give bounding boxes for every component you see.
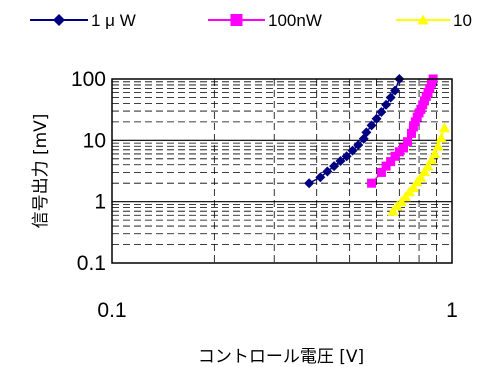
data-point [381,161,391,171]
data-point [416,104,426,114]
data-point [335,156,346,167]
data-point [347,145,358,156]
x-tick-label: 1 [446,299,458,322]
data-point [429,147,441,158]
plot-frame [111,78,453,264]
data-point [361,127,372,138]
data-point [415,171,427,182]
data-point [400,191,412,202]
data-point [381,99,392,110]
data-point [376,167,386,177]
data-point [432,140,444,151]
x-tick-labels: 0.1 1 [97,299,457,322]
data-point [341,151,352,162]
y-tick-label: 100 [71,68,106,91]
y-tick-label: 10 [83,129,106,152]
legend-marker [53,14,65,26]
data-point [406,128,416,138]
data-point [367,178,377,188]
data-point [422,160,434,171]
legend-marker [417,14,429,25]
plot-area [111,74,453,264]
legend-item-2: 100nW [208,11,322,30]
data-point [329,161,340,172]
legend-marker [230,14,243,26]
data-point [398,143,408,153]
plot-background [112,79,452,263]
data-point [315,172,326,183]
legend-label: 1 μ W [91,11,136,30]
data-point [353,139,364,150]
data-point [410,117,420,127]
y-tick-label: 0.1 [77,252,106,275]
data-point [366,120,377,131]
data-point [386,157,396,167]
data-point [304,178,315,189]
data-point [322,166,333,177]
data-point [376,106,387,117]
y-tick-labels: 0.1 1 10 100 [71,68,106,275]
legend-item-1: 1 μ W [30,11,136,30]
data-point [385,92,396,103]
data-point [387,205,399,216]
data-point [371,113,382,124]
legend-label: 100nW [268,11,322,30]
data-point [403,137,413,147]
legend: 1 μ W 100nW 10 [30,11,472,30]
x-axis-label: コントロール電圧 [V] [198,347,364,367]
series-1 [304,74,405,189]
x-tick-label: 0.1 [97,299,126,322]
data-point [438,122,450,133]
y-tick-label: 1 [94,191,106,214]
data-point [435,132,447,143]
grid [112,79,452,263]
data-point [408,122,418,132]
legend-item-3: 10 [396,11,472,30]
data-point [425,154,437,165]
data-point [390,85,401,96]
series-3 [387,122,450,216]
legend-label: 10 [453,11,472,30]
data-point [407,182,419,193]
data-point [425,84,435,94]
data-point [418,166,430,177]
y-axis-label: 信号出力 [mV] [31,114,51,229]
